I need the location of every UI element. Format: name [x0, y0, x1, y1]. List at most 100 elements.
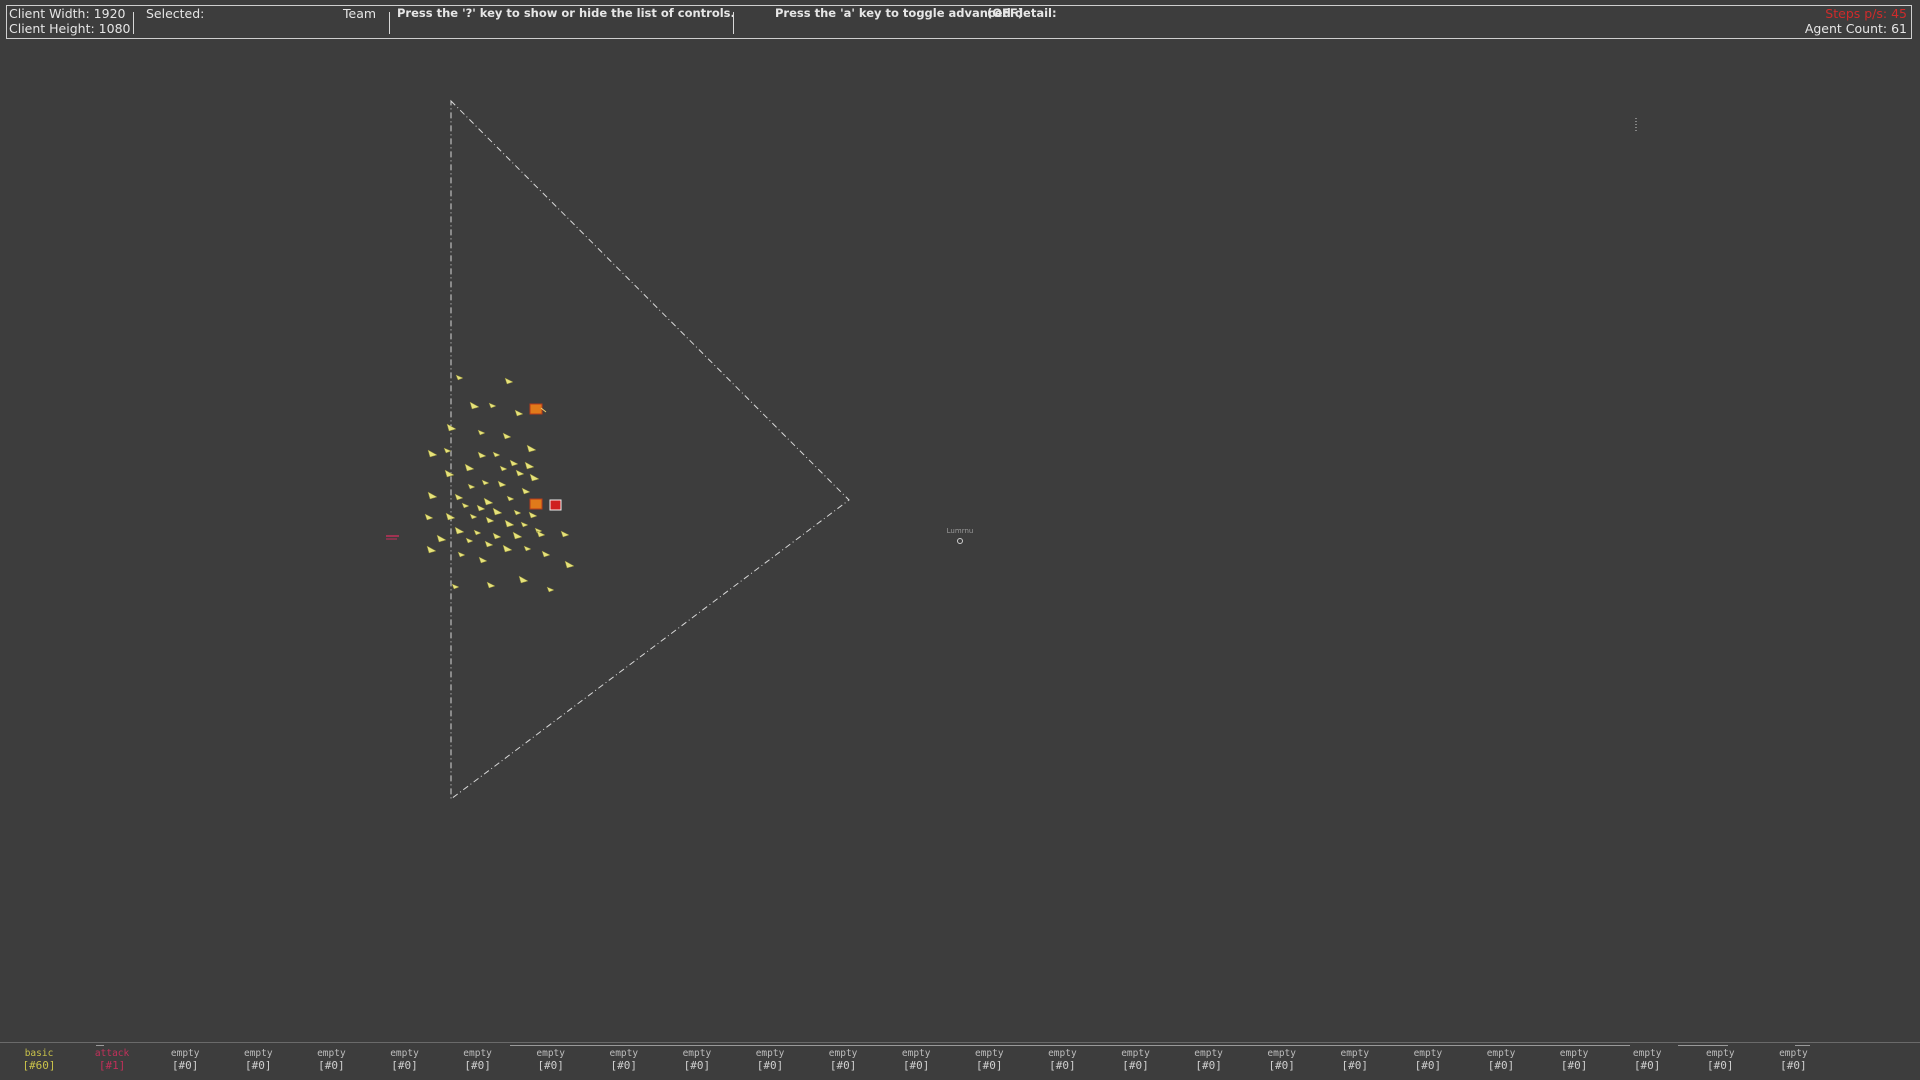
agent-basic[interactable] [486, 581, 496, 589]
agent-basic[interactable] [492, 451, 501, 458]
team-slot-count: [#0] [391, 1059, 418, 1072]
agent-basic[interactable] [492, 507, 503, 516]
agent-basic[interactable] [483, 497, 494, 506]
team-slot[interactable]: empty [#0] [160, 1049, 210, 1073]
waypoint-marker[interactable]: Lumrnu [947, 527, 974, 544]
agent-basic[interactable] [518, 575, 529, 584]
team-slot[interactable]: empty [#0] [964, 1049, 1014, 1073]
agent-basic[interactable] [484, 540, 494, 548]
agent-basic[interactable] [446, 423, 457, 432]
team-slot[interactable]: empty [#0] [233, 1049, 283, 1073]
agent-basic[interactable] [426, 545, 437, 554]
agent-basic[interactable] [504, 377, 514, 385]
agent-basic[interactable] [504, 519, 515, 528]
team-slot[interactable]: attack [#1] [87, 1049, 137, 1073]
agent-basic[interactable] [509, 459, 519, 467]
agent-basic[interactable] [488, 402, 497, 409]
agent-basic[interactable] [478, 556, 488, 564]
objective-red[interactable] [549, 499, 562, 511]
agent-basic[interactable] [477, 429, 486, 436]
agent-basic[interactable] [481, 479, 490, 486]
agent-basic[interactable] [513, 509, 522, 516]
agent-basic[interactable] [564, 560, 575, 569]
agent-basic[interactable] [514, 409, 524, 417]
team-slot[interactable]: empty [#0] [1184, 1049, 1234, 1073]
team-slot[interactable]: empty [#0] [672, 1049, 722, 1073]
agent-basic[interactable] [427, 491, 438, 500]
objective-orange-lower[interactable] [529, 498, 543, 510]
agent-basic[interactable] [536, 530, 546, 538]
agent-basic[interactable] [523, 545, 532, 552]
team-slot-count: [#1] [98, 1059, 126, 1072]
team-slot[interactable]: empty [#0] [380, 1049, 430, 1073]
team-slot[interactable]: empty [#0] [1403, 1049, 1453, 1073]
team-slot[interactable]: empty [#0] [599, 1049, 649, 1073]
hud-divider [389, 12, 390, 34]
agent-basic[interactable] [492, 532, 502, 540]
agent-basic[interactable] [524, 461, 535, 470]
agent-basic[interactable] [497, 480, 507, 488]
agent-basic[interactable] [502, 544, 513, 553]
team-slot-count: [#0] [756, 1059, 784, 1072]
agent-basic[interactable] [464, 463, 475, 472]
team-slot[interactable]: empty [#0] [1768, 1049, 1818, 1073]
team-slot[interactable]: empty [#0] [1476, 1049, 1526, 1073]
agent-basic[interactable] [451, 583, 460, 590]
team-slot[interactable]: empty [#0] [1549, 1049, 1599, 1073]
agent-basic[interactable] [461, 502, 470, 509]
team-slot-count: [#0] [318, 1059, 345, 1072]
agent-basic[interactable] [443, 447, 452, 454]
agent-basic[interactable] [520, 521, 529, 528]
agent-basic[interactable] [467, 483, 476, 490]
agent-basic[interactable] [455, 374, 464, 381]
agent-basic[interactable] [465, 537, 474, 544]
agent-basic[interactable] [528, 511, 538, 519]
team-slot[interactable]: empty [#0] [1695, 1049, 1745, 1073]
agent-basic[interactable] [502, 432, 512, 440]
agent-basic[interactable] [445, 512, 456, 521]
agent-basic[interactable] [546, 586, 555, 593]
team-slot[interactable]: empty [#0] [453, 1049, 503, 1073]
team-slot[interactable]: empty [#0] [1037, 1049, 1087, 1073]
team-slot[interactable]: basic [#60] [14, 1049, 64, 1073]
simulation-field[interactable]: Lumrnu [0, 40, 1920, 1040]
agent-basic[interactable] [436, 534, 447, 543]
agent-basic[interactable] [476, 504, 486, 512]
team-slot-count: [#0] [1414, 1059, 1442, 1072]
agent-basic[interactable] [485, 516, 495, 524]
team-slot[interactable]: empty [#0] [891, 1049, 941, 1073]
client-height-text: Client Height: 1080 [9, 21, 131, 36]
agent-basic[interactable] [560, 530, 570, 538]
agent-basic[interactable] [477, 451, 487, 459]
team-slot[interactable]: empty [#0] [1330, 1049, 1380, 1073]
team-slot[interactable]: empty [#0] [818, 1049, 868, 1073]
agent-basic[interactable] [473, 529, 482, 536]
agent-basic[interactable] [444, 469, 455, 478]
team-slot-name: empty [1267, 1048, 1296, 1059]
agent-basic[interactable] [499, 465, 508, 472]
agent-basic[interactable] [521, 487, 531, 495]
agent-basic[interactable] [529, 473, 540, 482]
agent-basic[interactable] [424, 513, 434, 521]
attack-agent[interactable] [386, 535, 399, 540]
team-slot[interactable]: empty [#0] [526, 1049, 576, 1073]
team-slot[interactable]: empty [#0] [1111, 1049, 1161, 1073]
team-slot[interactable]: empty [#0] [1622, 1049, 1672, 1073]
team-slot[interactable]: empty [#0] [745, 1049, 795, 1073]
agent-basic[interactable] [469, 513, 478, 520]
agent-basic[interactable] [526, 444, 537, 453]
agent-basic[interactable] [457, 551, 466, 558]
agent-basic[interactable] [469, 401, 480, 410]
agent-swarm[interactable] [424, 374, 575, 593]
agent-basic[interactable] [454, 526, 465, 535]
objective-orange-upper[interactable] [529, 403, 547, 415]
agent-basic[interactable] [454, 493, 464, 501]
agent-basic[interactable] [512, 531, 523, 540]
agent-basic[interactable] [506, 495, 515, 502]
selection-triangle [450, 99, 850, 801]
team-slot[interactable]: empty [#0] [1257, 1049, 1307, 1073]
agent-basic[interactable] [541, 550, 551, 558]
agent-basic[interactable] [515, 469, 525, 477]
team-slot[interactable]: empty [#0] [306, 1049, 356, 1073]
agent-basic[interactable] [427, 449, 438, 458]
